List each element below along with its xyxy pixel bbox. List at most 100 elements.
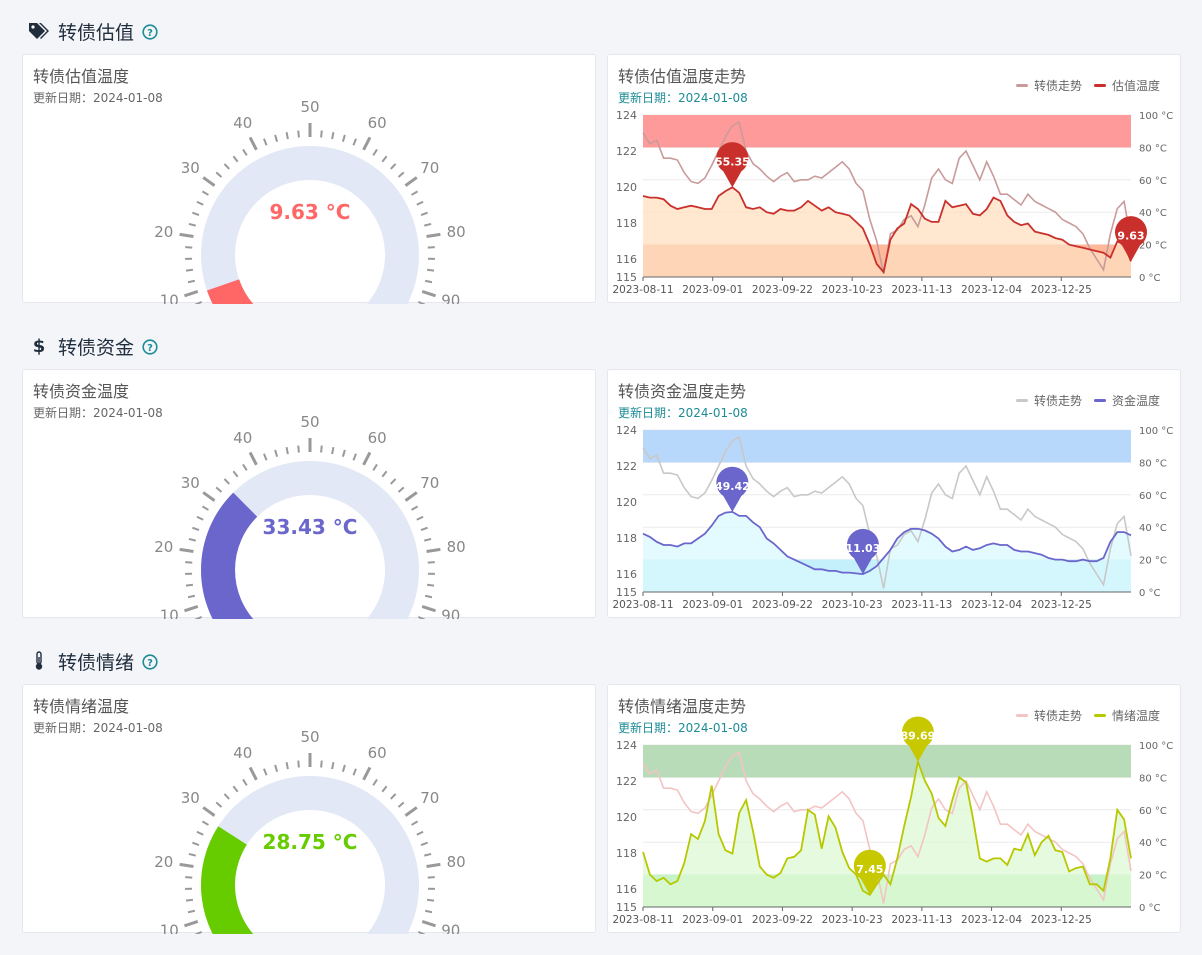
- gauge-tick: [274, 764, 279, 772]
- y-right-tick-label: 0 °C: [1139, 903, 1161, 914]
- gauge-value: 28.75 °C: [263, 830, 358, 854]
- gauge-tick: [404, 806, 418, 817]
- section-title-valuation: 转债估值 ?: [28, 16, 158, 46]
- marker-pin[interactable]: 7.45: [853, 849, 886, 895]
- legend-item-temp[interactable]: 估值温度: [1093, 77, 1160, 94]
- gauge-tick-label: 10: [160, 292, 179, 304]
- gauge-tick: [183, 290, 199, 298]
- gauge-tick: [248, 136, 258, 151]
- gauge-tick: [188, 852, 196, 857]
- legend-item-temp[interactable]: 情绪温度: [1093, 707, 1160, 724]
- legend-swatch: [1015, 399, 1028, 402]
- gauge-tick-label: 90: [441, 292, 460, 304]
- gauge-progress: [206, 278, 254, 304]
- gauge-tick: [417, 930, 426, 934]
- band-high: [643, 430, 1131, 463]
- gauge-tick: [390, 163, 397, 170]
- update-date: 更新日期：2024-01-08: [618, 721, 748, 735]
- gauge-tick: [242, 778, 248, 786]
- gauge-tick-label: 80: [447, 223, 466, 241]
- y-left-tick-label: 120: [616, 811, 637, 824]
- legend-label: 转债走势: [1033, 79, 1082, 93]
- gauge-tick: [192, 841, 200, 846]
- legend-item-temp[interactable]: 资金温度: [1093, 392, 1160, 409]
- y-right-tick-label: 80 °C: [1139, 458, 1167, 469]
- gauge-tick-label: 30: [181, 789, 200, 807]
- gauge-tick: [223, 793, 230, 800]
- x-tick-label: 2023-11-13: [891, 914, 952, 926]
- legend-swatch: [1015, 84, 1028, 87]
- gauge-tick: [192, 526, 200, 531]
- gauge-track: [201, 146, 419, 304]
- help-icon[interactable]: ?: [142, 338, 158, 355]
- legend-label: 情绪温度: [1111, 709, 1160, 723]
- gauge-tick-label: 40: [233, 429, 252, 447]
- y-right-tick-label: 60 °C: [1139, 491, 1167, 502]
- gauge-tick: [196, 515, 204, 521]
- temperature-area: [643, 187, 1131, 277]
- x-tick-label: 2023-10-23: [822, 914, 883, 926]
- marker-pin[interactable]: 55.35: [715, 142, 750, 188]
- gauge-tick: [424, 537, 432, 542]
- gauge-tick: [417, 300, 426, 304]
- gauge-tick: [194, 930, 203, 934]
- trend-card-valuation: 转债估值温度走势 更新日期：2024-01-08 转债走势 估值温度 115 11…: [607, 54, 1181, 303]
- section-title-fund: $ 转债资金 ?: [28, 331, 158, 361]
- x-tick-label: 2023-10-23: [822, 284, 883, 296]
- update-date: 更新日期：2024-01-08: [33, 721, 163, 735]
- marker-label: 9.63: [1117, 229, 1144, 242]
- gauge-tick: [404, 491, 418, 502]
- gauge-tick: [341, 449, 346, 457]
- gauge-tick: [424, 279, 433, 284]
- gauge-tick-label: 70: [420, 159, 439, 177]
- x-tick-label: 2023-09-22: [752, 599, 813, 611]
- y-left-tick-label: 122: [616, 145, 637, 158]
- legend-item-cb[interactable]: 转债走势: [1015, 77, 1082, 94]
- y-right-tick-label: 40 °C: [1139, 523, 1167, 534]
- help-icon[interactable]: ?: [142, 653, 158, 670]
- legend-item-cb[interactable]: 转债走势: [1015, 707, 1082, 724]
- gauge-tick-label: 20: [154, 538, 173, 556]
- gauge-tick-label: 30: [181, 474, 200, 492]
- x-tick-label: 2023-12-04: [961, 284, 1022, 296]
- chart-legend: 转债走势 情绪温度: [1015, 707, 1160, 724]
- gauge-tick: [411, 820, 419, 826]
- y-left-tick-label: 116: [616, 253, 637, 266]
- y-left-tick-label: 115: [616, 586, 637, 599]
- series-line-temperature: [642, 510, 1132, 576]
- y-right-tick-label: 60 °C: [1139, 176, 1167, 187]
- y-left-tick-label: 115: [616, 901, 637, 914]
- marker-pin[interactable]: 89.69: [901, 716, 936, 762]
- gauge-tick: [188, 537, 196, 542]
- help-icon[interactable]: ?: [142, 23, 158, 40]
- gauge-tick: [341, 134, 346, 142]
- gauge-tick-label: 60: [368, 744, 387, 762]
- y-left-tick-label: 122: [616, 775, 637, 788]
- gauge-tick: [194, 300, 203, 304]
- y-right-tick-label: 100 °C: [1139, 741, 1173, 752]
- gauge-tick: [352, 768, 357, 776]
- temperature-gauge: 010203040506070809010033.43 °C: [154, 413, 466, 619]
- gauge-card-valuation: 转债估值温度 更新日期：2024-01-08 01020304050607080…: [22, 54, 596, 304]
- gauge-tick: [248, 766, 258, 781]
- y-right-tick-label: 100 °C: [1139, 111, 1173, 122]
- y-left-tick-label: 124: [616, 109, 637, 122]
- gauge-tick: [420, 841, 428, 846]
- y-right-tick-label: 80 °C: [1139, 773, 1167, 784]
- gauge-progress: [201, 492, 258, 619]
- marker-pin[interactable]: 9.63: [1115, 216, 1147, 262]
- marker-pin[interactable]: 49.42: [715, 466, 750, 512]
- y-left-tick-label: 124: [616, 739, 637, 752]
- trend-chart: 115 116 118 120 122 124 0 °C 20 °C 40 °C 60 °C 80 …: [612, 716, 1173, 926]
- legend-swatch: [1093, 84, 1106, 87]
- x-tick-label: 2023-09-01: [682, 599, 743, 611]
- gauge-tick: [426, 232, 441, 239]
- x-tick-label: 2023-12-25: [1031, 284, 1092, 296]
- marker-pin[interactable]: 11.03: [846, 528, 881, 575]
- trend-chart: 115 116 118 120 122 124 0 °C 20 °C 40 °C 60 °C 80 …: [612, 109, 1173, 296]
- y-right-tick-label: 40 °C: [1139, 208, 1167, 219]
- gauge-tick: [421, 290, 437, 298]
- gauge-tick: [320, 760, 323, 768]
- legend-item-cb[interactable]: 转债走势: [1015, 392, 1082, 409]
- legend-swatch: [1015, 714, 1028, 717]
